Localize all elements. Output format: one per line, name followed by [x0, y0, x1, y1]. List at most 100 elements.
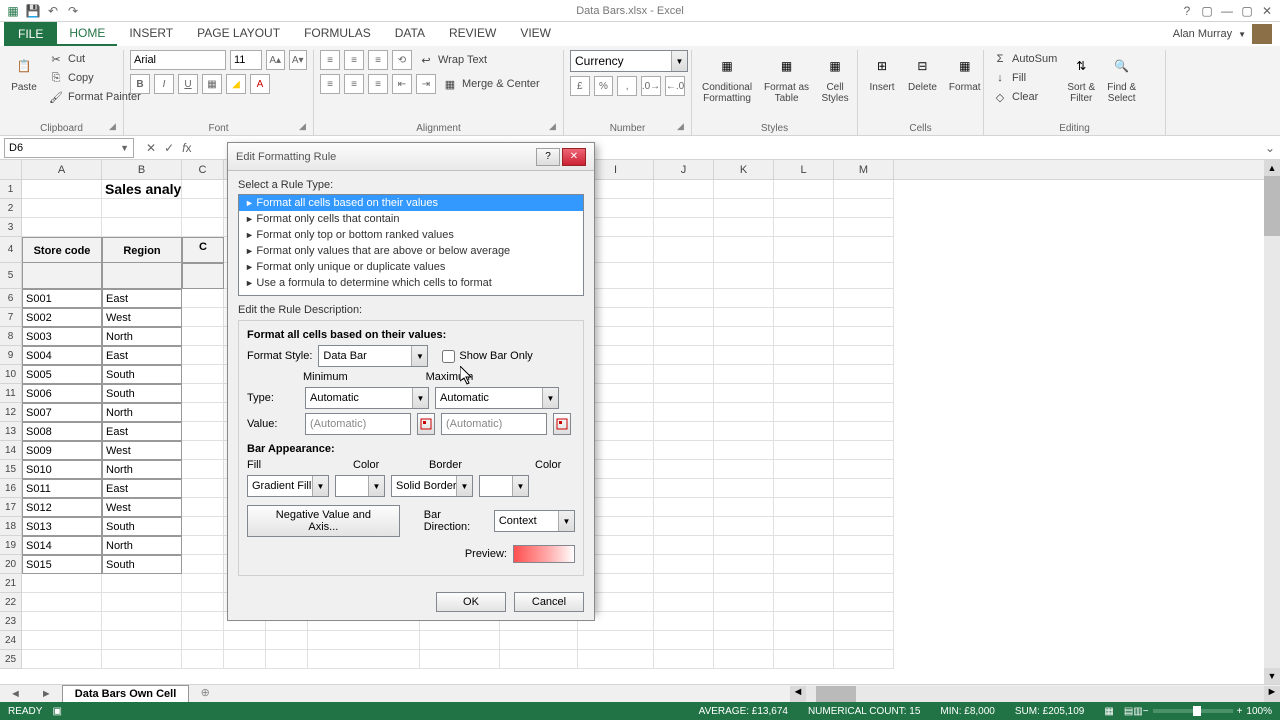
- cell[interactable]: S005: [22, 365, 102, 384]
- cell[interactable]: [102, 593, 182, 612]
- sheet-nav-prev-icon[interactable]: ◄: [0, 688, 31, 700]
- cell[interactable]: [182, 199, 224, 218]
- cell[interactable]: [714, 479, 774, 498]
- cell[interactable]: [654, 479, 714, 498]
- cell[interactable]: [654, 384, 714, 403]
- spreadsheet-grid[interactable]: ABCDEFGHIJKLM 1Sales analysis234Store co…: [0, 160, 1280, 684]
- fill-color-select[interactable]: ▼: [335, 475, 385, 497]
- cell[interactable]: [774, 384, 834, 403]
- rule-type-item[interactable]: Format only unique or duplicate values: [239, 259, 583, 275]
- add-sheet-icon[interactable]: ⊕: [195, 686, 215, 702]
- cell[interactable]: [654, 555, 714, 574]
- rule-type-item[interactable]: Format only top or bottom ranked values: [239, 227, 583, 243]
- select-all-corner[interactable]: [0, 160, 22, 179]
- cell[interactable]: [714, 422, 774, 441]
- cell[interactable]: [774, 555, 834, 574]
- cell[interactable]: [774, 289, 834, 308]
- show-bar-only-checkbox[interactable]: Show Bar Only: [442, 350, 532, 363]
- font-color-button[interactable]: A: [250, 74, 270, 94]
- rule-type-item[interactable]: Use a formula to determine which cells t…: [239, 275, 583, 291]
- scroll-up-icon[interactable]: ▲: [1264, 160, 1280, 176]
- cell[interactable]: West: [102, 498, 182, 517]
- cell[interactable]: [774, 593, 834, 612]
- cell[interactable]: [834, 574, 894, 593]
- cell[interactable]: [654, 536, 714, 555]
- cell[interactable]: [834, 365, 894, 384]
- rule-type-item[interactable]: Format only values that are above or bel…: [239, 243, 583, 259]
- row-header[interactable]: 14: [0, 441, 22, 460]
- align-center-icon[interactable]: ≡: [344, 74, 364, 94]
- cell[interactable]: [182, 555, 224, 574]
- cell[interactable]: [182, 460, 224, 479]
- autosum-button[interactable]: ΣAutoSum: [990, 50, 1059, 68]
- cell[interactable]: [774, 422, 834, 441]
- maximize-icon[interactable]: ▢: [1238, 2, 1256, 20]
- orientation-icon[interactable]: ⟲: [392, 50, 412, 70]
- cell[interactable]: [834, 422, 894, 441]
- cell[interactable]: [182, 422, 224, 441]
- scroll-left-icon[interactable]: ◄: [790, 686, 806, 702]
- rule-type-item[interactable]: Format only cells that contain: [239, 211, 583, 227]
- align-top-icon[interactable]: ≡: [320, 50, 340, 70]
- sort-filter-button[interactable]: ⇅Sort & Filter: [1063, 50, 1099, 106]
- cell[interactable]: [834, 263, 894, 289]
- cell[interactable]: [714, 403, 774, 422]
- paste-button[interactable]: 📋 Paste: [6, 50, 42, 95]
- cell[interactable]: S003: [22, 327, 102, 346]
- row-header[interactable]: 3: [0, 218, 22, 237]
- cell[interactable]: S009: [22, 441, 102, 460]
- cell[interactable]: [22, 263, 102, 289]
- cell[interactable]: [654, 612, 714, 631]
- cell[interactable]: [834, 555, 894, 574]
- row-header[interactable]: 2: [0, 199, 22, 218]
- sheet-nav-next-icon[interactable]: ►: [31, 688, 62, 700]
- rule-type-list[interactable]: Format all cells based on their valuesFo…: [238, 194, 584, 296]
- help-icon[interactable]: ?: [1178, 2, 1196, 20]
- cell[interactable]: S007: [22, 403, 102, 422]
- ribbon-options-icon[interactable]: ▢: [1198, 2, 1216, 20]
- cell[interactable]: [714, 555, 774, 574]
- cell[interactable]: [182, 365, 224, 384]
- record-macro-icon[interactable]: ▣: [52, 706, 61, 717]
- cell[interactable]: [774, 612, 834, 631]
- cell[interactable]: [714, 650, 774, 669]
- cell[interactable]: S013: [22, 517, 102, 536]
- column-header[interactable]: B: [102, 160, 182, 179]
- cell[interactable]: [500, 650, 578, 669]
- cell[interactable]: [182, 612, 224, 631]
- cell[interactable]: [834, 536, 894, 555]
- vertical-scrollbar[interactable]: ▲ ▼: [1264, 160, 1280, 684]
- cell[interactable]: [774, 180, 834, 199]
- cell[interactable]: [420, 650, 500, 669]
- row-header[interactable]: 11: [0, 384, 22, 403]
- border-color-select[interactable]: ▼: [479, 475, 529, 497]
- cell[interactable]: [182, 218, 224, 237]
- cell[interactable]: Store code: [22, 237, 102, 263]
- merge-button[interactable]: ▦Merge & Center: [440, 75, 542, 93]
- cell[interactable]: [182, 536, 224, 555]
- cell[interactable]: [714, 289, 774, 308]
- range-picker-icon[interactable]: [417, 413, 435, 435]
- underline-button[interactable]: U: [178, 74, 198, 94]
- cell[interactable]: [500, 631, 578, 650]
- cell[interactable]: [102, 631, 182, 650]
- range-picker-icon[interactable]: [553, 413, 571, 435]
- row-header[interactable]: 25: [0, 650, 22, 669]
- cell[interactable]: [774, 479, 834, 498]
- dialog-launcher-icon[interactable]: ◢: [677, 121, 689, 133]
- dec-decimal-icon[interactable]: ←.0: [665, 76, 685, 96]
- cell[interactable]: [654, 327, 714, 346]
- cell[interactable]: Region: [102, 237, 182, 263]
- cell[interactable]: [102, 263, 182, 289]
- cell[interactable]: [308, 631, 420, 650]
- cell[interactable]: [224, 650, 266, 669]
- cell[interactable]: East: [102, 422, 182, 441]
- cell[interactable]: North: [102, 536, 182, 555]
- zoom-slider[interactable]: [1153, 709, 1233, 713]
- cell[interactable]: West: [102, 308, 182, 327]
- cell[interactable]: [714, 199, 774, 218]
- cell[interactable]: [774, 631, 834, 650]
- row-header[interactable]: 21: [0, 574, 22, 593]
- cell[interactable]: [420, 631, 500, 650]
- cell[interactable]: [182, 346, 224, 365]
